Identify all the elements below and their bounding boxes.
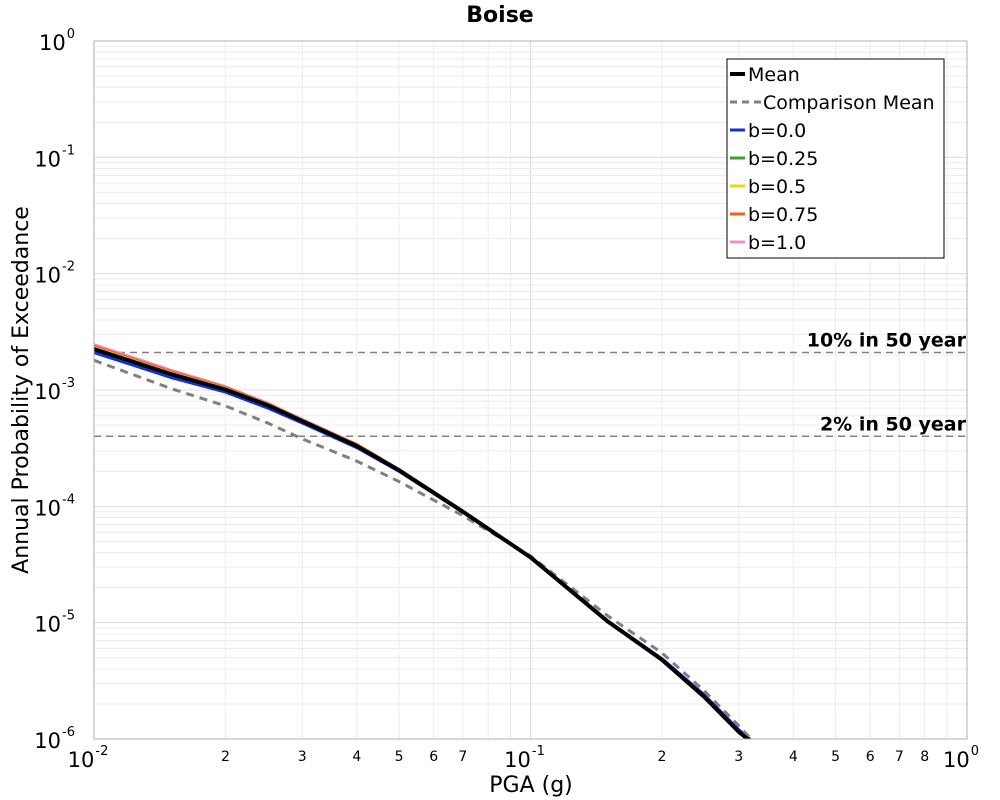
x-minor-tick-label: 6 [866,749,875,765]
plot-frame [93,40,968,740]
legend-label-comparison-mean: Comparison Mean [763,92,935,114]
x-tick-label: 10-2 [68,744,109,772]
x-minor-tick-label: 2 [221,749,230,765]
x-minor-tick-label: 4 [352,749,361,765]
reference-label-10-in-50-year: 10% in 50 year [807,330,967,352]
x-minor-tick-label: 3 [734,749,743,765]
legend-label-b-0-75: b=0.75 [748,204,818,226]
x-minor-tick-label: 5 [395,749,404,765]
x-minor-tick-label: 6 [429,749,438,765]
x-minor-tick-label: 4 [789,749,798,765]
y-tick-label: 10-5 [34,609,75,637]
legend-label-b-0-25: b=0.25 [748,148,818,170]
reference-lines: 10% in 50 year 2% in 50 year [94,330,967,438]
legend-label-b-1-0: b=1.0 [748,232,806,254]
x-minor-tick-label: 2 [657,749,666,765]
grid [93,41,967,740]
x-minor-tick-label: 7 [895,749,904,765]
x-axis-label: PGA (g) [489,773,573,798]
y-tick-label: 10-3 [34,376,75,404]
reference-label-2-in-50-year: 2% in 50 year [820,413,967,435]
y-tick-label: 10-1 [34,143,75,171]
x-minor-tick-label: 7 [458,749,467,765]
legend-label-b-0-0: b=0.0 [748,120,806,142]
x-minor-tick-label: 8 [920,749,929,765]
x-minor-tick-label: 3 [298,749,307,765]
series-line-mean [94,347,751,739]
y-axis-label: Annual Probability of Exceedance [9,206,34,574]
y-tick-label: 100 [39,27,75,55]
x-tick-label: 10-1 [504,744,545,772]
series-layer [94,343,753,739]
x-minor-tick-label: 5 [831,749,840,765]
legend: Mean Comparison Mean b=0.0 b=0.25 b=0.5 b=0.7… [726,58,945,259]
legend-box [726,58,945,259]
y-tick-label: 10-4 [34,492,75,520]
series-line-comparison-mean [94,358,753,739]
x-tick-label: 100 [943,744,979,772]
chart-title: Boise [466,3,533,28]
y-tick-label: 10-2 [34,260,75,288]
legend-label-b-0-5: b=0.5 [748,176,806,198]
legend-label-mean: Mean [748,64,800,86]
